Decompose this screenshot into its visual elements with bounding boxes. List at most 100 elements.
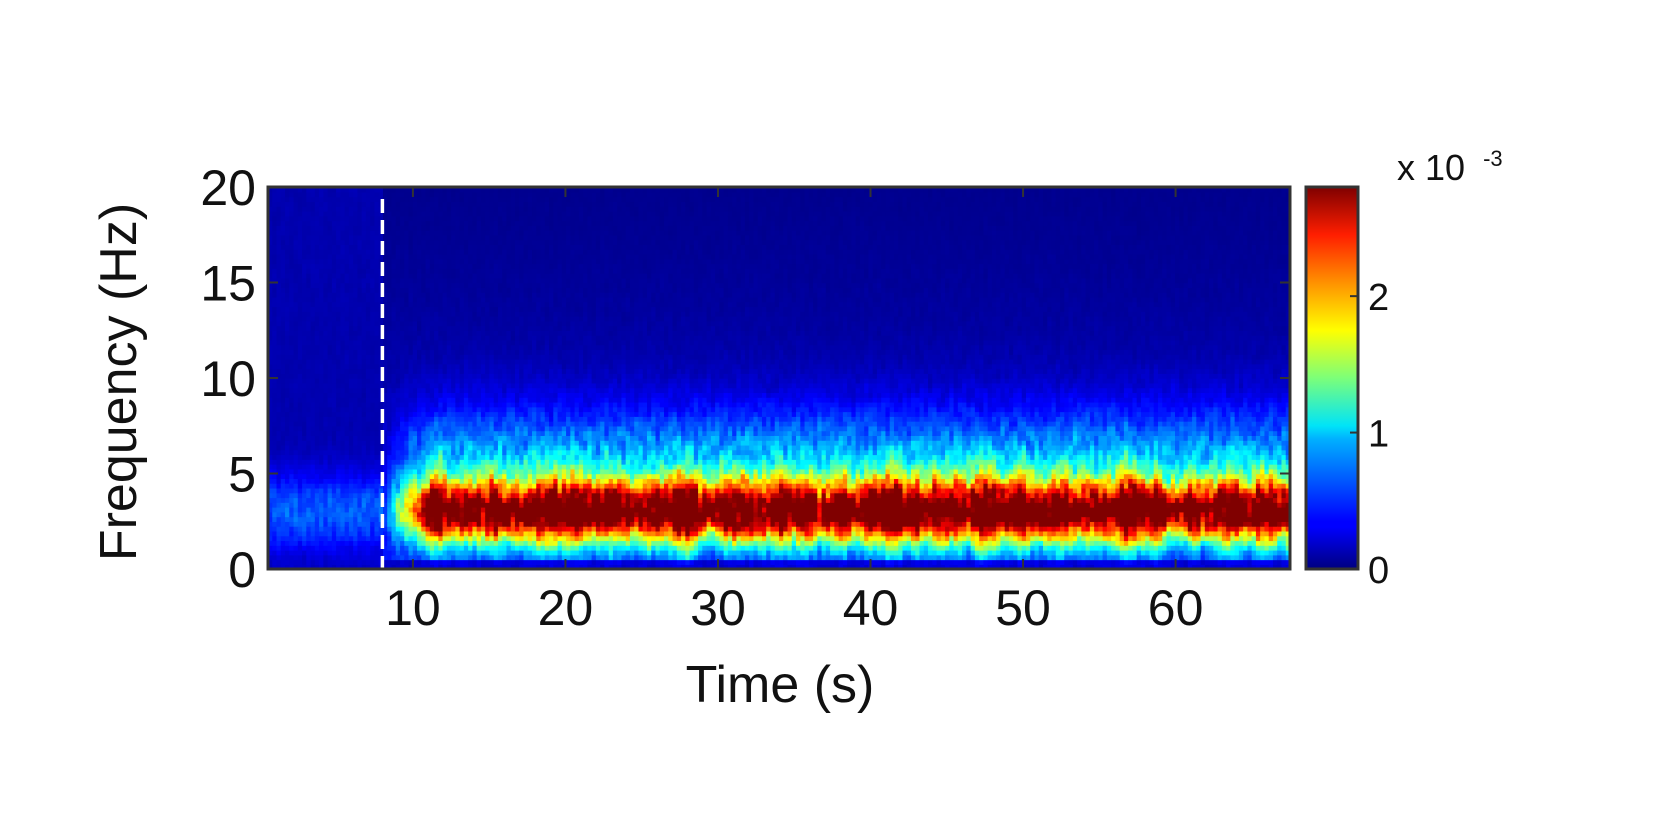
heatmap-cell	[455, 325, 460, 330]
heatmap-cell	[272, 201, 277, 206]
heatmap-cell	[340, 378, 345, 383]
heatmap-cell	[294, 297, 299, 302]
heatmap-cell	[315, 225, 320, 230]
heatmap-cell	[447, 440, 452, 445]
heatmap-cell	[319, 431, 324, 436]
heatmap-cell	[349, 268, 354, 273]
heatmap-cell	[481, 283, 486, 288]
heatmap-cell	[481, 392, 486, 397]
heatmap-cell	[481, 302, 486, 307]
heatmap-cell	[468, 335, 473, 340]
heatmap-cell	[430, 502, 435, 507]
heatmap-cell	[404, 459, 409, 464]
heatmap-cell	[498, 287, 503, 292]
heatmap-cell	[289, 364, 294, 369]
heatmap-cell	[481, 431, 486, 436]
heatmap-cell	[362, 263, 367, 268]
heatmap-cell	[426, 388, 431, 393]
heatmap-cell	[391, 407, 396, 412]
heatmap-cell	[336, 268, 341, 273]
heatmap-cell	[519, 287, 524, 292]
heatmap-cell	[272, 220, 277, 225]
heatmap-cell	[345, 197, 350, 202]
heatmap-cell	[434, 230, 439, 235]
heatmap-cell	[494, 507, 499, 512]
heatmap-cell	[417, 421, 422, 426]
heatmap-cell	[460, 464, 465, 469]
heatmap-cell	[460, 192, 465, 197]
heatmap-cell	[455, 507, 460, 512]
heatmap-cell	[319, 216, 324, 221]
heatmap-cell	[340, 287, 345, 292]
heatmap-cell	[443, 483, 448, 488]
heatmap-cell	[430, 235, 435, 240]
heatmap-cell	[277, 435, 282, 440]
heatmap-cell	[447, 287, 452, 292]
heatmap-cell	[511, 512, 516, 517]
heatmap-cell	[404, 464, 409, 469]
heatmap-cell	[328, 216, 333, 221]
heatmap-cell	[498, 364, 503, 369]
heatmap-cell	[413, 297, 418, 302]
heatmap-cell	[434, 359, 439, 364]
heatmap-cell	[306, 488, 311, 493]
heatmap-cell	[455, 397, 460, 402]
heatmap-cell	[336, 545, 341, 550]
heatmap-cell	[306, 445, 311, 450]
heatmap-cell	[315, 426, 320, 431]
heatmap-cell	[515, 521, 520, 526]
heatmap-cell	[362, 483, 367, 488]
heatmap-cell	[400, 507, 405, 512]
heatmap-cell	[430, 359, 435, 364]
heatmap-cell	[349, 311, 354, 316]
heatmap-cell	[345, 263, 350, 268]
heatmap-cell	[511, 435, 516, 440]
heatmap-cell	[477, 459, 482, 464]
heatmap-cell	[455, 555, 460, 560]
heatmap-cell	[426, 545, 431, 550]
heatmap-cell	[298, 206, 303, 211]
heatmap-cell	[421, 206, 426, 211]
heatmap-cell	[519, 325, 524, 330]
heatmap-cell	[455, 512, 460, 517]
heatmap-cell	[426, 311, 431, 316]
heatmap-cell	[383, 278, 388, 283]
heatmap-cell	[362, 383, 367, 388]
heatmap-cell	[506, 435, 511, 440]
heatmap-cell	[472, 259, 477, 264]
heatmap-cell	[451, 531, 456, 536]
heatmap-cell	[332, 197, 337, 202]
heatmap-cell	[345, 512, 350, 517]
heatmap-cell	[328, 536, 333, 541]
heatmap-cell	[277, 426, 282, 431]
heatmap-cell	[396, 559, 401, 564]
heatmap-cell	[294, 540, 299, 545]
heatmap-cell	[349, 211, 354, 216]
heatmap-cell	[511, 416, 516, 421]
heatmap-cell	[285, 464, 290, 469]
heatmap-cell	[489, 225, 494, 230]
heatmap-cell	[340, 373, 345, 378]
heatmap-cell	[502, 440, 507, 445]
heatmap-cell	[298, 197, 303, 202]
heatmap-cell	[426, 435, 431, 440]
heatmap-cell	[272, 550, 277, 555]
heatmap-cell	[472, 383, 477, 388]
heatmap-cell	[524, 216, 529, 221]
heatmap-cell	[489, 201, 494, 206]
heatmap-cell	[413, 316, 418, 321]
heatmap-cell	[511, 249, 516, 254]
heatmap-cell	[451, 216, 456, 221]
heatmap-cell	[464, 507, 469, 512]
heatmap-cell	[455, 531, 460, 536]
heatmap-cell	[332, 268, 337, 273]
heatmap-cell	[477, 244, 482, 249]
heatmap-cell	[323, 335, 328, 340]
heatmap-cell	[438, 254, 443, 259]
heatmap-cell	[498, 421, 503, 426]
heatmap-cell	[345, 388, 350, 393]
heatmap-cell	[391, 392, 396, 397]
heatmap-cell	[506, 502, 511, 507]
heatmap-cell	[489, 502, 494, 507]
heatmap-cell	[328, 254, 333, 259]
